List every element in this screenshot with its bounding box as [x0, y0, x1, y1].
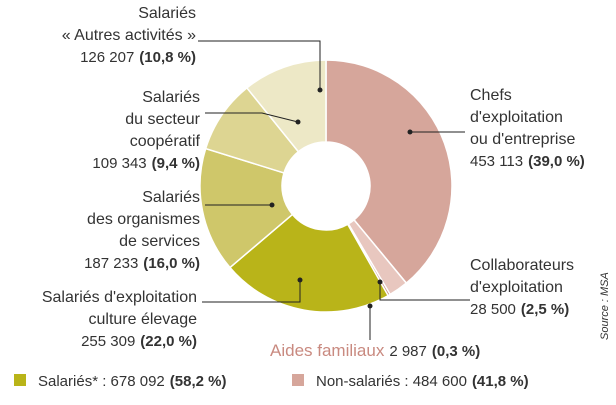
donut-segment [228, 213, 390, 313]
segment-count: 109 343 [92, 155, 146, 172]
leader-dot [377, 279, 383, 285]
leader-line [202, 280, 301, 303]
leader-line [198, 40, 321, 90]
segment-percent: (2,5 %) [521, 301, 569, 318]
leader-line [205, 112, 299, 123]
segment-name: d'exploitation [470, 279, 563, 296]
donut-segment [245, 59, 327, 153]
segment-name: « Autres activités » [62, 27, 196, 44]
donut-segment [325, 59, 453, 285]
segment-name: coopératif [130, 133, 201, 150]
segment-name: d'exploitation [470, 109, 563, 126]
segment-name: Salariés [142, 89, 200, 106]
segment-value: 28 500 (2,5 %) [470, 301, 569, 318]
segment-count: 187 233 [84, 255, 138, 272]
segment-value: 453 113 (39,0 %) [470, 153, 585, 170]
segment-count: 126 207 [80, 49, 134, 66]
legend-label: Salariés* : 678 092 (58,2 %) [38, 373, 226, 390]
segment-name: Salariés [142, 189, 200, 206]
segment-percent: (39,0 %) [528, 153, 585, 170]
legend-label: Non-salariés : 484 600 (41,8 %) [316, 373, 529, 390]
legend-text: Salariés* : 678 092 [38, 373, 165, 390]
segment-name: culture élevage [88, 311, 197, 328]
segment-name: du secteur [125, 111, 200, 128]
legend-share: (41,8 %) [472, 373, 529, 390]
segment-name: ou d'entreprise [470, 131, 575, 148]
segment-value: 109 343 (9,4 %) [92, 155, 200, 172]
segment-percent: (9,4 %) [152, 155, 200, 172]
segment-percent: (16,0 %) [143, 255, 200, 272]
segment-name: des organismes [87, 211, 200, 228]
segment-percent: (22,0 %) [140, 333, 197, 350]
leader-dot [269, 202, 275, 208]
legend-share: (58,2 %) [170, 373, 227, 390]
segment-percent: (0,3 %) [432, 343, 480, 360]
segment-value: 126 207 (10,8 %) [80, 49, 196, 66]
segment-count: 2 987 [389, 343, 427, 360]
segment-count: 28 500 [470, 301, 516, 318]
segment-label: Aides familiaux 2 987 (0,3 %) [270, 341, 480, 360]
segment-name: Salariés d'exploitation [42, 289, 197, 306]
segment-name: Chefs [470, 87, 512, 104]
leader-dot [367, 303, 373, 309]
segment-name: Collaborateurs [470, 257, 574, 274]
leader-line [379, 282, 470, 301]
leader-dot [407, 129, 413, 135]
segment-count: 453 113 [470, 153, 523, 170]
leader-dot [297, 277, 303, 283]
leader-dot [295, 119, 301, 125]
segment-name: de services [119, 233, 200, 250]
donut-segment [199, 147, 294, 269]
segment-count: 255 309 [81, 333, 135, 350]
segment-name: Aides familiaux [270, 341, 385, 360]
segment-value: 187 233 (16,0 %) [84, 255, 200, 272]
segment-value: 255 309 (22,0 %) [81, 333, 197, 350]
legend-swatch [292, 374, 304, 386]
segment-percent: (10,8 %) [139, 49, 196, 66]
legend-text: Non-salariés : 484 600 [316, 373, 467, 390]
source: Source : MSA [599, 272, 611, 340]
segment-name: Salariés [138, 5, 196, 22]
leader-dot [317, 87, 323, 93]
legend-swatch [14, 374, 26, 386]
